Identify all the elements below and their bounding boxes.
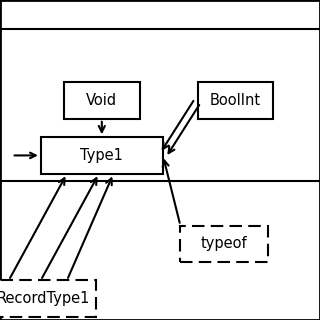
Bar	[180, 226, 268, 262]
Text: BoolInt: BoolInt	[210, 93, 261, 108]
Text: typeof: typeof	[201, 236, 247, 251]
Bar	[198, 82, 274, 119]
Text: RecordType1: RecordType1	[0, 291, 90, 306]
Bar	[0, 280, 96, 317]
Bar	[41, 137, 163, 174]
Text: Void: Void	[86, 93, 117, 108]
Text: Type1: Type1	[80, 148, 123, 163]
Bar	[64, 82, 140, 119]
